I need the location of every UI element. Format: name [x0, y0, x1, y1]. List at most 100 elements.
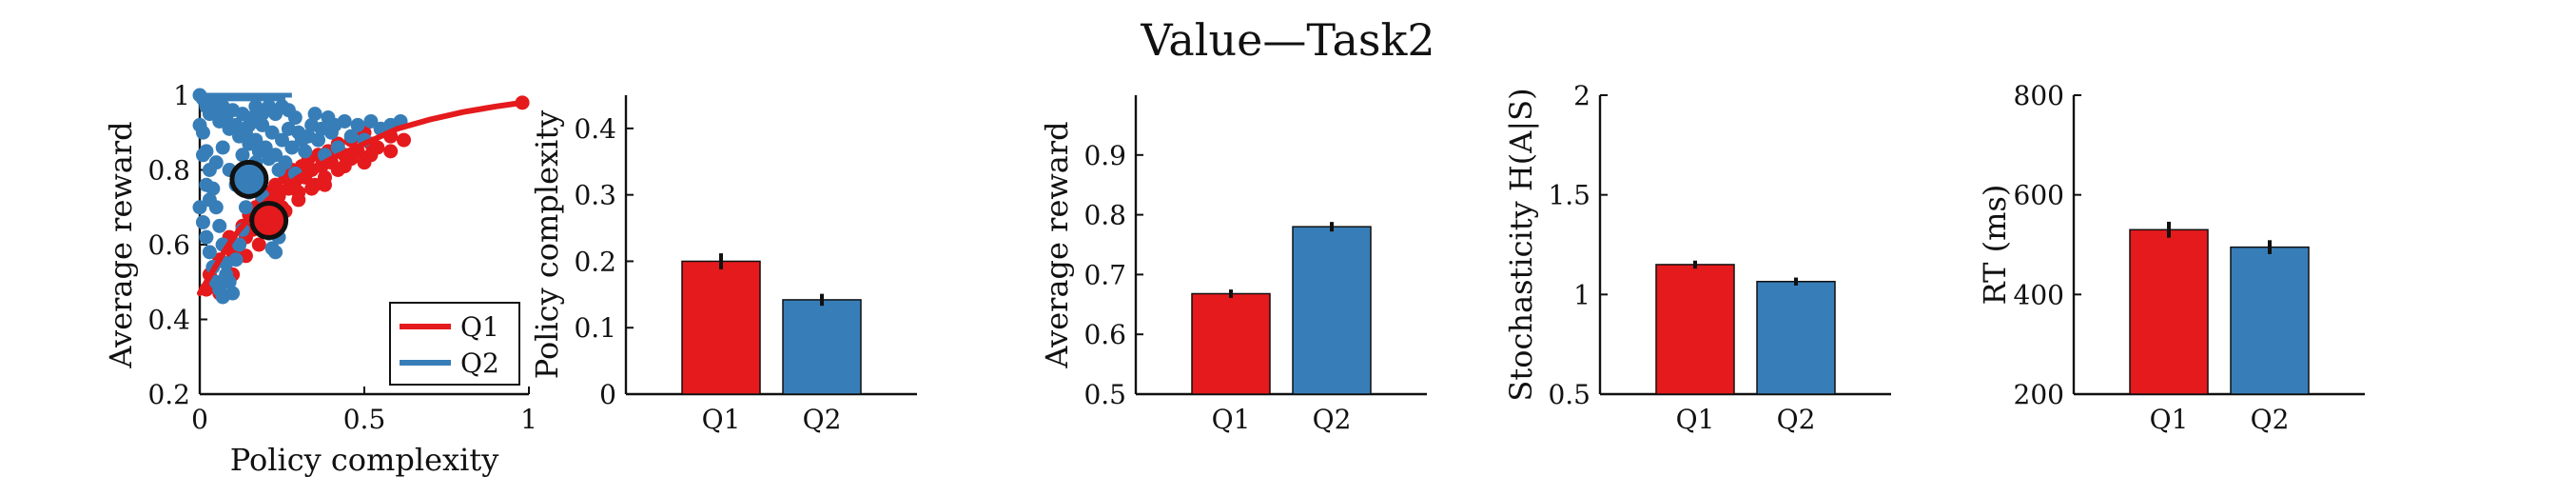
x-tick-label: Q2 [2251, 404, 2290, 435]
q2-point [212, 218, 227, 233]
y-axis-label: Stochasticity H(A|S) [1503, 88, 1539, 401]
q1-point [304, 181, 320, 196]
y-axis-label: Average reward [103, 121, 139, 368]
y-tick-label: 0.1 [574, 312, 616, 344]
q1-point [363, 148, 379, 163]
q1-curve [197, 99, 526, 296]
q1-point [251, 237, 266, 252]
x-tick-label: Q1 [702, 404, 741, 435]
y-tick-label: 2 [1573, 80, 1590, 111]
chart-panel-3: 0.5 0.6 0.7 0.8 0.9 Average reward Q1 Q2 [1039, 95, 1427, 435]
q2-point [238, 200, 253, 215]
y-tick-label: 0.2 [147, 379, 190, 410]
q2-point [284, 140, 300, 155]
q1-point [291, 192, 306, 208]
q2-point [215, 140, 230, 155]
x-axis-label: Policy complexity [230, 442, 499, 478]
y-axis-label: Average reward [1039, 121, 1075, 368]
q2-point [192, 117, 207, 132]
y-tick-label: 0.8 [1083, 200, 1126, 231]
q2-point [268, 148, 283, 163]
q2-point [287, 110, 302, 126]
y-tick-label: 0.4 [574, 113, 616, 145]
q2-point [195, 148, 210, 163]
y-tick-label: 0.7 [1083, 259, 1126, 290]
y-axis-label: Policy complexity [529, 110, 565, 380]
x-tick-label: Q1 [1212, 404, 1251, 435]
y-tick-label: 800 [2014, 80, 2064, 111]
bar-q1 [2129, 228, 2209, 395]
q2-point [199, 177, 214, 192]
q2-point [195, 214, 210, 229]
y-tick-label: 0.4 [147, 305, 190, 336]
q2-point [298, 144, 313, 159]
q2-point [301, 129, 316, 144]
q2-point [219, 267, 234, 282]
q2-point [363, 113, 379, 129]
legend-label-q2: Q2 [460, 347, 499, 379]
legend-label-q1: Q1 [460, 311, 499, 343]
q1-mean-marker [249, 200, 289, 240]
q2-point [255, 117, 270, 132]
y-tick-label: 200 [2014, 379, 2064, 410]
bar-q1 [1191, 292, 1271, 395]
q2-point [215, 289, 230, 305]
q2-point [232, 237, 247, 252]
y-tick-label: 400 [2014, 279, 2064, 310]
q2-point [268, 245, 283, 260]
q2-point [242, 117, 257, 132]
q2-point [228, 252, 244, 268]
chart-panel-2: 0 0.1 0.2 0.3 0.4 Policy complexity Q1 Q2 [529, 95, 917, 435]
q1-point [383, 144, 399, 159]
y-tick-label: 0 [599, 379, 616, 410]
q2-point [327, 117, 342, 132]
y-tick-label: 0.8 [147, 155, 190, 187]
q2-point [248, 132, 263, 148]
q2-point [264, 125, 280, 140]
y-tick-label: 0.5 [1083, 379, 1126, 410]
y-tick-label: 0.6 [1083, 319, 1126, 350]
q1-point [337, 159, 352, 174]
x-tick-label: Q1 [1676, 404, 1715, 435]
bar-q2 [1756, 280, 1836, 395]
q2-point [199, 229, 214, 245]
figure-title: Value—Task2 [1140, 14, 1434, 66]
chart-panel-5: 200 400 600 800 RT (ms) Q1 Q2 [1977, 80, 2365, 435]
y-tick-label: 0.9 [1083, 140, 1126, 171]
q2-mean-marker [229, 159, 269, 199]
y-tick-label: 0.5 [1548, 379, 1590, 410]
bar-q2 [1292, 226, 1372, 395]
x-tick-label: 1 [520, 404, 537, 435]
q2-point [278, 155, 293, 170]
y-tick-label: 1 [1573, 279, 1590, 310]
q2-point [275, 132, 289, 148]
bar-q1 [681, 260, 761, 395]
y-tick-label: 1 [173, 80, 190, 111]
bar-q2 [2230, 246, 2310, 395]
chart-panel-4: 0.5 1 1.5 2 Stochasticity H(A|S) Q1 Q2 [1503, 80, 1891, 435]
q2-point [350, 117, 365, 132]
q2-point [235, 148, 250, 163]
q2-point [202, 245, 217, 260]
legend-box [389, 302, 520, 386]
q2-point [307, 107, 322, 122]
q2-point [343, 129, 359, 144]
x-tick-label: 0.5 [343, 404, 386, 435]
q2-point [314, 121, 329, 136]
y-tick-label: 0.2 [574, 246, 616, 277]
chart-panel-1: 0.2 0.4 0.6 0.8 1 Average reward 0 0.5 1 Policy c… [103, 80, 537, 478]
y-axis-label: RT (ms) [1977, 185, 2013, 306]
x-tick-label: Q2 [803, 404, 842, 435]
x-tick-label: Q2 [1313, 404, 1352, 435]
x-tick-label: 0 [191, 404, 208, 435]
y-tick-label: 1.5 [1548, 180, 1590, 211]
q2-point [192, 200, 207, 215]
q2-point [202, 192, 217, 208]
q2-point [258, 140, 273, 155]
q2-point [228, 117, 244, 132]
bar-q2 [782, 299, 862, 395]
q1-point [317, 177, 332, 192]
y-tick-label: 600 [2014, 180, 2064, 211]
